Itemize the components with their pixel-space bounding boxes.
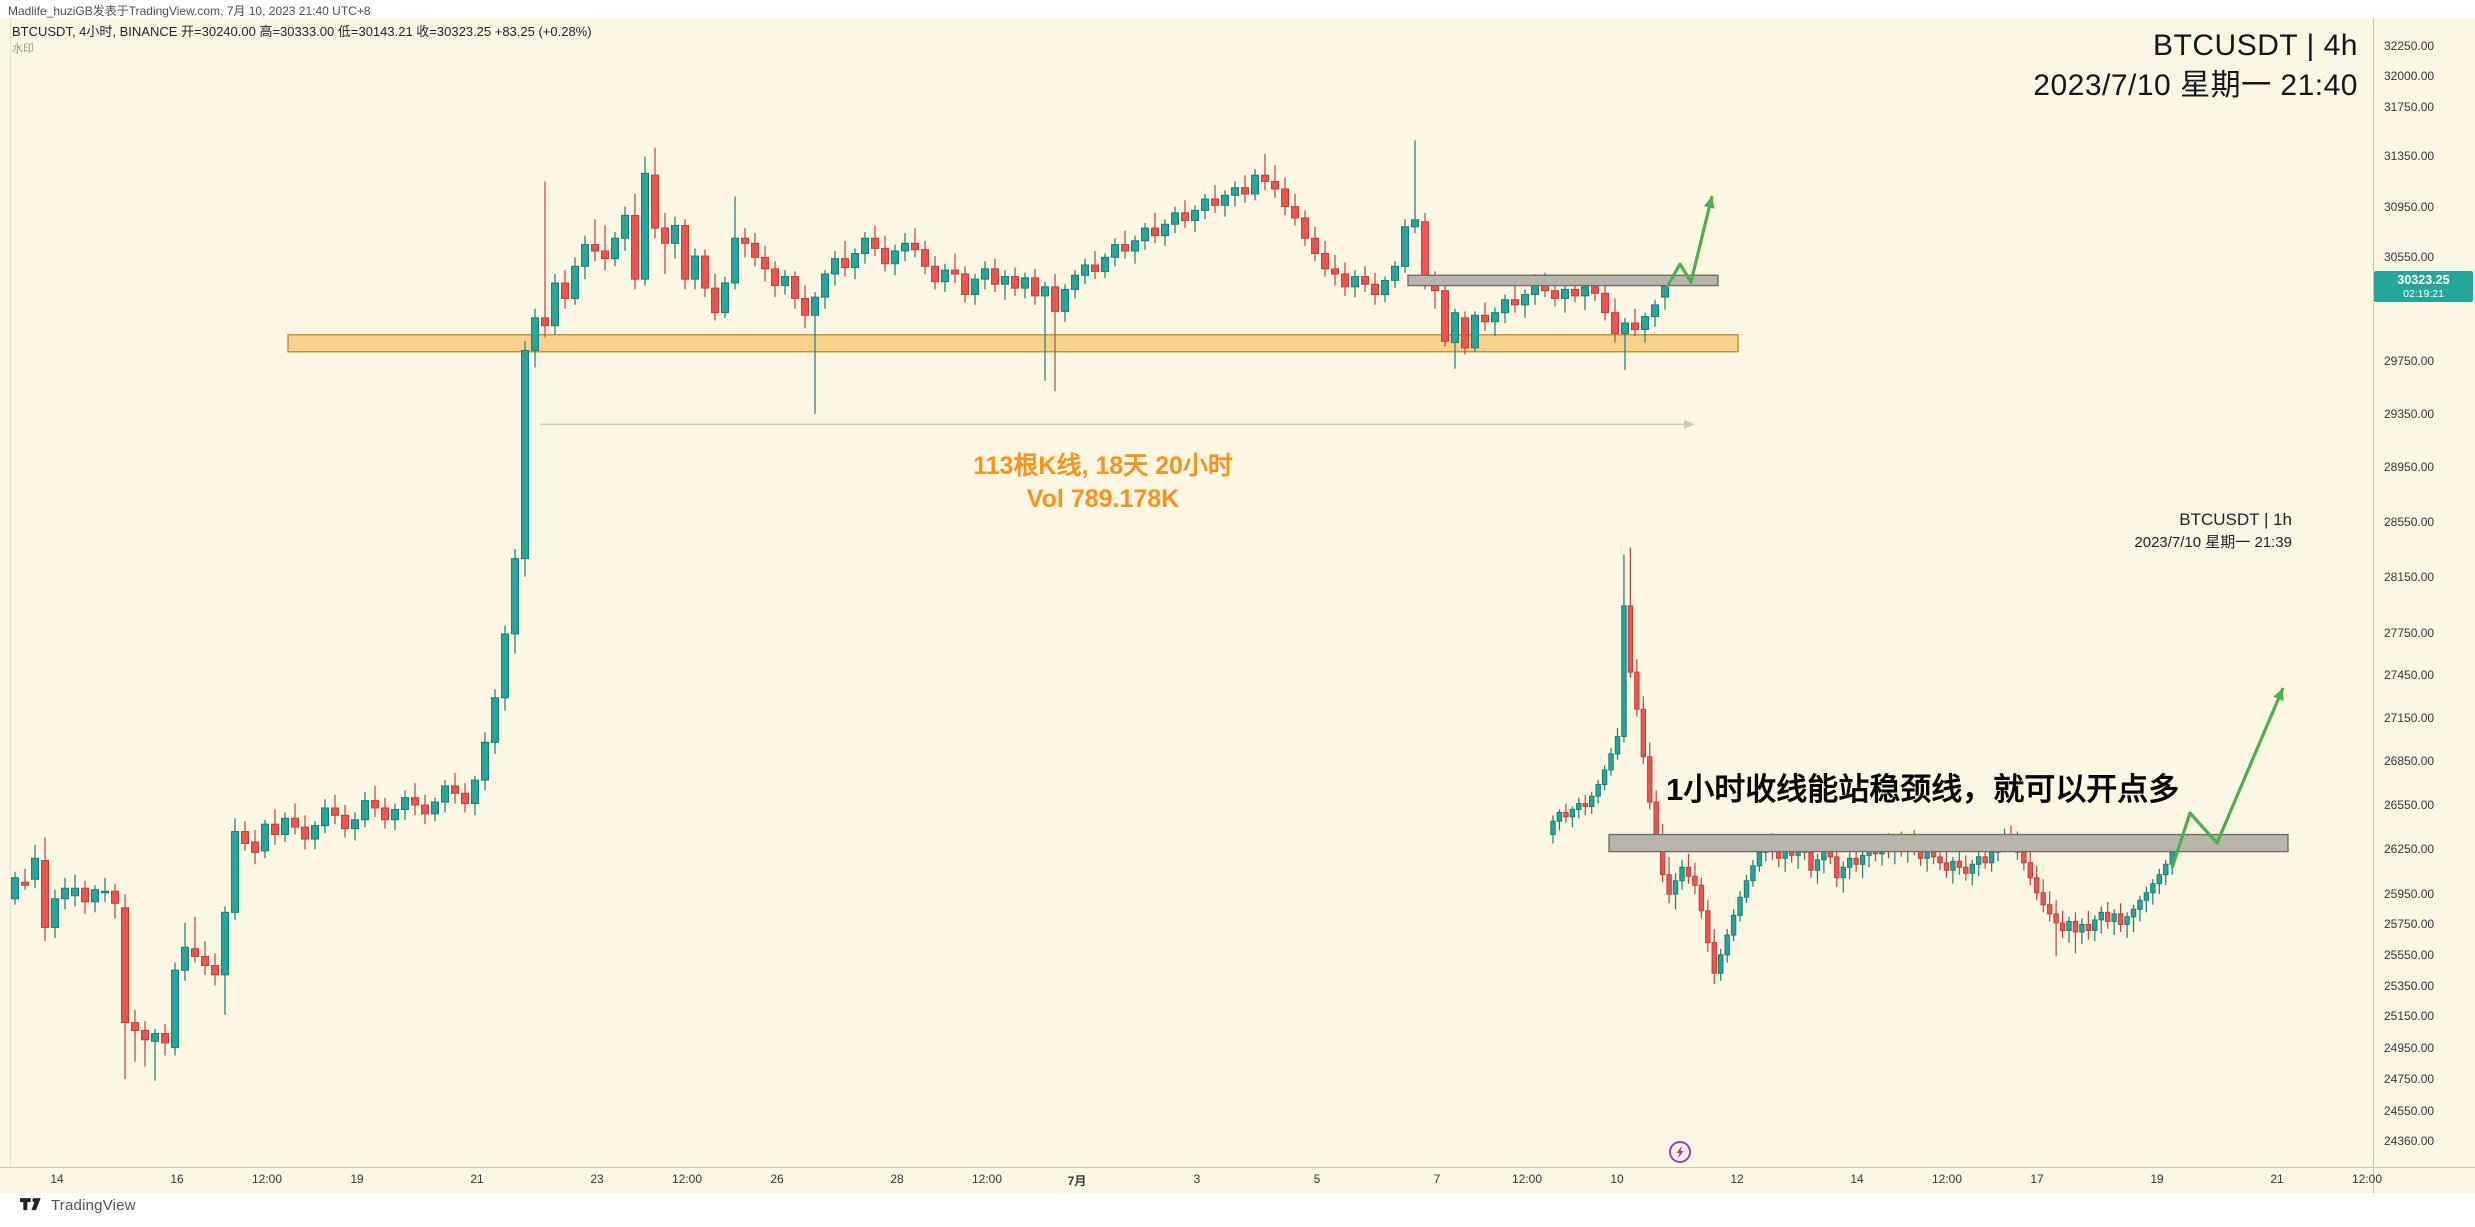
- price-axis-label: 28150.00: [2384, 569, 2435, 584]
- measure-bars-text: 113根K线, 18天 20小时: [973, 452, 1233, 480]
- price-axis-label: 26250.00: [2384, 842, 2435, 857]
- price-axis-label: 28550.00: [2384, 514, 2435, 529]
- lightning-icon[interactable]: [1669, 1141, 1691, 1163]
- tradingview-logo-icon: [20, 1198, 41, 1211]
- price-axis-label: 26550.00: [2384, 798, 2435, 813]
- time-axis-label: 5: [1313, 1172, 1321, 1186]
- measure-volume-text: Vol 789.178K: [1026, 485, 1180, 513]
- neckline-1h[interactable]: [1608, 833, 2289, 853]
- time-axis-label: 12: [1730, 1172, 1744, 1186]
- price-axis-label: 26850.00: [2384, 754, 2435, 769]
- inset-title-symbol: BTCUSDT | 1h: [2179, 510, 2292, 529]
- price-axis-line: [2373, 18, 2374, 1193]
- price-axis-label: 29350.00: [2384, 406, 2435, 421]
- price-axis-label: 32000.00: [2384, 69, 2435, 84]
- last-price-value: 30323.25: [2397, 273, 2450, 288]
- symbol-legend[interactable]: BTCUSDT, 4小时, BINANCE 开=30240.00 高=30333…: [12, 24, 592, 39]
- BTCUSDT-1h-inset: [1550, 547, 2175, 984]
- price-axis-label: 31750.00: [2384, 99, 2435, 114]
- price-axis-label: 25950.00: [2384, 887, 2435, 902]
- time-axis-label: 3: [1193, 1172, 1201, 1186]
- time-axis-label: 19: [2150, 1172, 2164, 1186]
- bar-countdown: 02:19:21: [2403, 288, 2444, 301]
- last-price-badge: 30323.25 02:19:21: [2374, 271, 2473, 303]
- price-axis-label: 27450.00: [2384, 667, 2435, 682]
- chart-title-symbol: BTCUSDT | 4h: [2153, 29, 2358, 62]
- inset-chart-title: BTCUSDT | 1h 2023/7/10 星期一 21:39: [2134, 508, 2292, 554]
- time-axis-line: [0, 1167, 2475, 1168]
- time-axis-label: 12:00: [971, 1172, 1003, 1186]
- trade-note-text: 1小时收线能站稳颈线，就可以开点多: [1666, 772, 2180, 807]
- price-axis-label: 24750.00: [2384, 1072, 2435, 1086]
- price-axis-label: 25150.00: [2384, 1009, 2435, 1024]
- time-axis-label: 14: [50, 1172, 64, 1186]
- price-axis-label: 24550.00: [2384, 1103, 2435, 1118]
- measure-annotation: 113根K线, 18天 20小时 Vol 789.178K: [973, 450, 1233, 516]
- price-axis-label: 32250.00: [2384, 39, 2435, 53]
- time-axis-label: 23: [590, 1172, 604, 1186]
- time-axis-label: 26: [770, 1172, 784, 1186]
- time-axis-label: 7: [1433, 1172, 1441, 1186]
- neckline-4h[interactable]: [1407, 274, 1719, 287]
- tradingview-logo-text: TradingView: [51, 1197, 136, 1214]
- time-axis-label: 7月: [1067, 1174, 1087, 1188]
- time-axis-label: 12:00: [2351, 1172, 2383, 1186]
- time-axis-label: 21: [2270, 1172, 2284, 1186]
- time-axis-label: 12:00: [1931, 1172, 1963, 1186]
- time-axis-label: 19: [350, 1172, 364, 1186]
- time-axis-label: 10: [1610, 1172, 1624, 1186]
- chart-title-date: 2023/7/10 星期一 21:40: [2033, 69, 2358, 102]
- price-axis-label: 24950.00: [2384, 1040, 2435, 1055]
- time-axis-label: 21: [470, 1172, 484, 1186]
- share-byline: Madlife_huziGB发表于TradingView.com, 7月 10,…: [8, 4, 371, 18]
- time-axis-label: 17: [2030, 1172, 2044, 1186]
- chart-canvas[interactable]: [0, 18, 2475, 1193]
- price-axis-label: 29750.00: [2384, 353, 2435, 368]
- session-break-line: [10, 18, 11, 1167]
- time-axis-label: 12:00: [251, 1172, 283, 1186]
- time-axis-label: 12:00: [671, 1172, 703, 1186]
- price-axis-label: 28950.00: [2384, 460, 2435, 475]
- chart-title: BTCUSDT | 4h 2023/7/10 星期一 21:40: [2033, 26, 2358, 106]
- price-axis-label: 30950.00: [2384, 199, 2435, 214]
- tradingview-logo[interactable]: TradingView: [20, 1197, 136, 1214]
- inset-title-date: 2023/7/10 星期一 21:39: [2134, 534, 2292, 551]
- price-axis-label: 25750.00: [2384, 917, 2435, 932]
- support-band[interactable]: [287, 334, 1739, 353]
- breakout-arrow-1h[interactable]: [2170, 687, 2285, 869]
- price-axis-label: 31350.00: [2384, 149, 2435, 164]
- time-axis-label: 14: [1850, 1172, 1864, 1186]
- price-axis-label: 27750.00: [2384, 625, 2435, 640]
- price-axis-label: 27150.00: [2384, 710, 2435, 725]
- breakout-arrow-4h[interactable]: [1665, 195, 1714, 288]
- price-axis-label: 30550.00: [2384, 250, 2435, 265]
- price-axis-label: 24360.00: [2384, 1134, 2435, 1148]
- watermark-label: 水印: [12, 43, 34, 55]
- price-axis-label: 25350.00: [2384, 978, 2435, 993]
- time-axis-label: 28: [890, 1172, 904, 1186]
- price-axis-label: 25550.00: [2384, 947, 2435, 962]
- time-axis-label: 16: [170, 1172, 184, 1186]
- time-axis-label: 12:00: [1511, 1172, 1543, 1186]
